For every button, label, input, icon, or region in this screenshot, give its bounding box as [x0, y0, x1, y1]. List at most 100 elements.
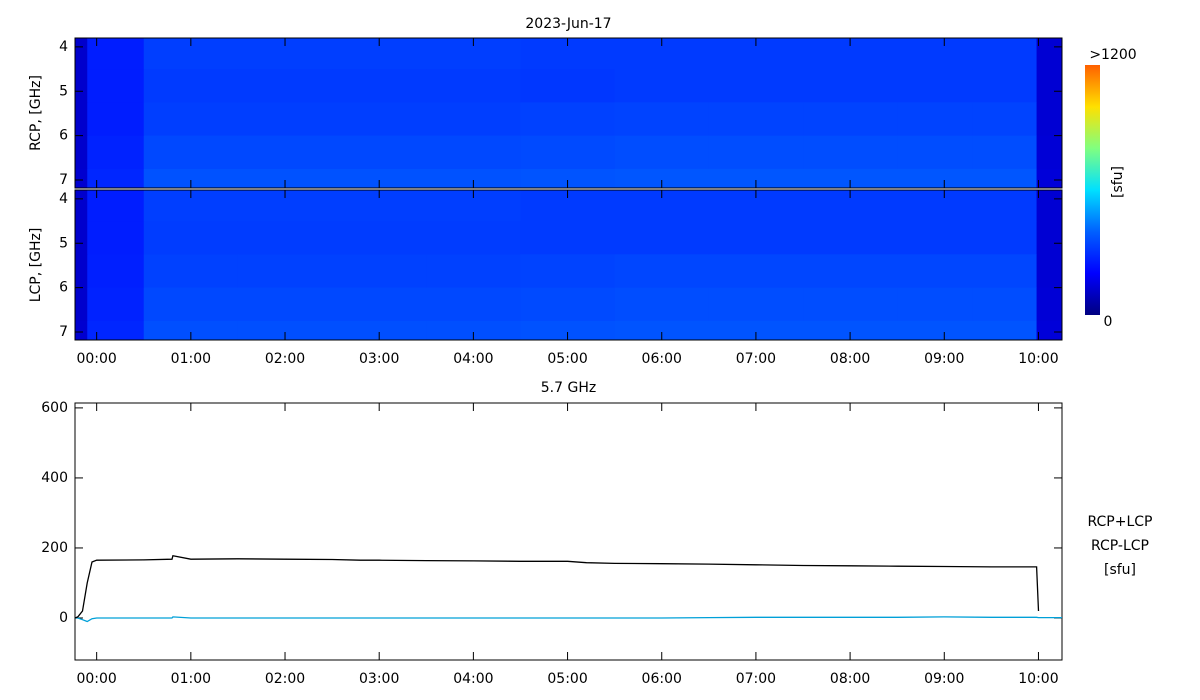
- heatmap-cell: [143, 69, 239, 103]
- legend-label: RCP-LCP: [1091, 538, 1149, 554]
- heatmap-cell: [143, 320, 239, 341]
- heatmap-cell: [897, 69, 974, 103]
- heatmap-cell: [1036, 190, 1063, 222]
- x-tick-label: 08:00: [830, 351, 870, 367]
- heatmap-cell: [143, 254, 239, 289]
- heatmap-cell: [426, 69, 521, 103]
- y-tick-label: 6: [59, 280, 68, 296]
- heatmap-cell: [426, 135, 521, 170]
- heatmap-cell: [972, 254, 1038, 289]
- legend-unit: [sfu]: [1104, 562, 1136, 578]
- heatmap-cell: [803, 102, 898, 137]
- heatmap-cell: [75, 135, 88, 170]
- y-tick-label: 5: [59, 235, 68, 251]
- heatmap-cell: [237, 320, 333, 341]
- heatmap-cell: [614, 102, 710, 137]
- colorbar-tick-label: 0: [1104, 314, 1113, 330]
- heatmap-cell: [237, 254, 333, 289]
- chart-title: 2023-Jun-17: [525, 16, 611, 32]
- heatmap-cell: [237, 102, 333, 137]
- heatmap-cell: [972, 320, 1038, 341]
- heatmap-cell: [87, 69, 145, 103]
- heatmap-cell: [1036, 287, 1063, 322]
- heatmap-cell: [426, 320, 521, 341]
- colorbar-label: [sfu]: [1110, 166, 1126, 198]
- heatmap-cell: [75, 221, 88, 255]
- heatmap-cell: [1036, 320, 1063, 341]
- heatmap-cell: [520, 102, 616, 137]
- chart-title: 5.7 GHz: [541, 380, 596, 396]
- heatmap-cell: [237, 221, 333, 255]
- heatmap-cell: [520, 69, 616, 103]
- plot-frame: [74, 402, 1063, 661]
- y-axis-label: LCP, [GHz]: [28, 228, 44, 303]
- y-tick-label: 7: [59, 324, 68, 340]
- x-tick-label: 02:00: [265, 671, 305, 687]
- series-line: [75, 616, 1062, 623]
- heatmap-cell: [87, 221, 145, 255]
- heatmap-cell: [972, 168, 1038, 189]
- heatmap-cell: [708, 102, 804, 137]
- heatmap-cell: [1036, 38, 1063, 70]
- heatmap-cell: [143, 102, 239, 137]
- heatmap-cell: [143, 168, 239, 189]
- heatmap-cell: [87, 287, 145, 322]
- x-tick-label: 01:00: [171, 671, 211, 687]
- heatmap-cell: [803, 135, 898, 170]
- heatmap-cell: [1036, 254, 1063, 289]
- y-tick-label: 5: [59, 83, 68, 99]
- heatmap-cell: [143, 221, 239, 255]
- colorbar: [1085, 65, 1100, 315]
- heatmap-cell: [708, 135, 804, 170]
- heatmap-cell: [520, 221, 616, 255]
- heatmap-cell: [897, 254, 974, 289]
- heatmap-cell: [332, 287, 427, 322]
- heatmap-cell: [614, 221, 710, 255]
- heatmap-cell: [1036, 221, 1063, 255]
- heatmap-cell: [75, 168, 88, 189]
- x-tick-label: 07:00: [736, 351, 776, 367]
- heatmap-cell: [75, 69, 88, 103]
- plot-frame: [74, 189, 1063, 341]
- heatmap-cell: [803, 221, 898, 255]
- heatmap-cell: [426, 254, 521, 289]
- y-tick-label: 200: [41, 540, 68, 556]
- heatmap-cell: [426, 168, 521, 189]
- heatmap-cell: [972, 38, 1038, 70]
- x-tick-label: 08:00: [830, 671, 870, 687]
- x-tick-label: 07:00: [736, 671, 776, 687]
- heatmap-cell: [803, 287, 898, 322]
- x-tick-label: 00:00: [76, 351, 116, 367]
- heatmap-cell: [897, 320, 974, 341]
- heatmap-cell: [332, 102, 427, 137]
- heatmap-cell: [332, 135, 427, 170]
- heatmap-cell: [972, 221, 1038, 255]
- heatmap-cell: [87, 38, 145, 70]
- x-tick-label: 09:00: [924, 671, 964, 687]
- heatmap-cell: [87, 320, 145, 341]
- heatmap-cell: [1036, 102, 1063, 137]
- heatmap-cell: [237, 287, 333, 322]
- x-tick-label: 04:00: [453, 351, 493, 367]
- y-axis-label: RCP, [GHz]: [28, 75, 44, 151]
- heatmap-cell: [897, 38, 974, 70]
- plot-frame: [74, 37, 1063, 189]
- x-tick-label: 03:00: [359, 351, 399, 367]
- heatmap-cell: [75, 254, 88, 289]
- heatmap-cell: [332, 254, 427, 289]
- heatmap-cell: [520, 254, 616, 289]
- heatmap-cell: [897, 102, 974, 137]
- colorbar-tick-label: >1200: [1089, 47, 1136, 63]
- heatmap-cell: [1036, 168, 1063, 189]
- heatmap-cell: [332, 320, 427, 341]
- heatmap-cell: [332, 69, 427, 103]
- heatmap-cell: [972, 287, 1038, 322]
- x-tick-label: 01:00: [171, 351, 211, 367]
- heatmap-cell: [87, 168, 145, 189]
- x-tick-label: 06:00: [642, 671, 682, 687]
- heatmap-cell: [143, 287, 239, 322]
- heatmap-cell: [614, 69, 710, 103]
- heatmap-cell: [972, 69, 1038, 103]
- x-tick-label: 05:00: [547, 351, 587, 367]
- heatmap-cell: [614, 287, 710, 322]
